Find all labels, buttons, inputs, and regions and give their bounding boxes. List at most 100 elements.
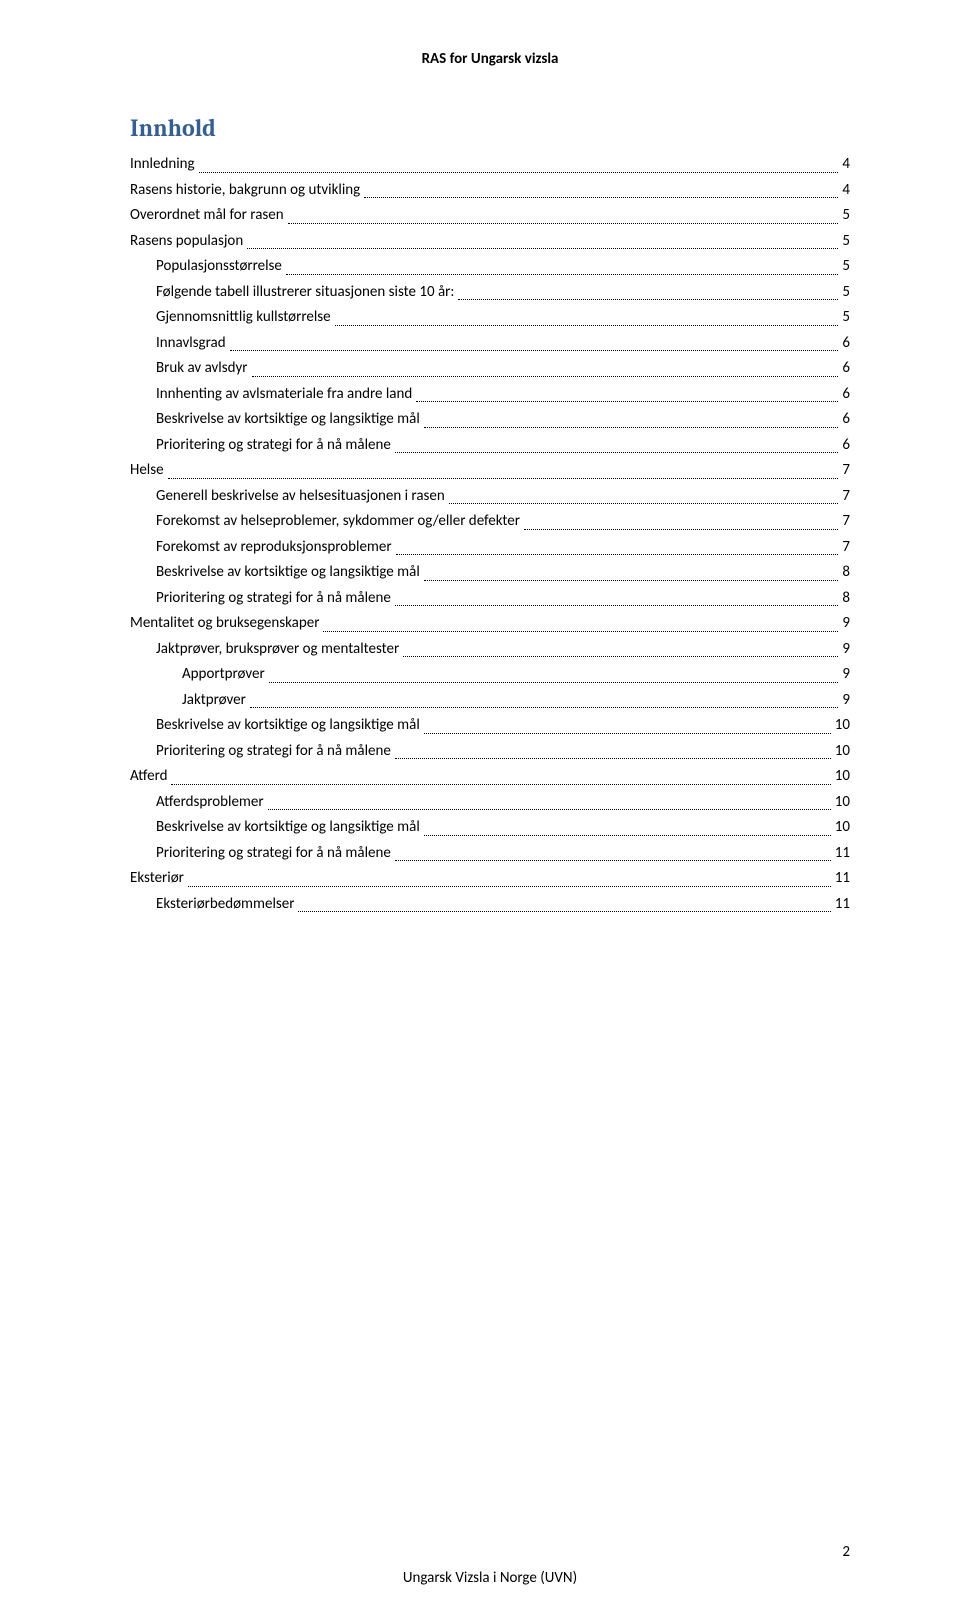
toc-entry[interactable]: Atferd 10: [130, 764, 850, 790]
toc-entry[interactable]: Jaktprøver 9: [182, 688, 850, 714]
toc-entry[interactable]: Prioritering og strategi for å nå målene…: [156, 433, 850, 459]
toc-entry[interactable]: Overordnet mål for rasen5: [130, 203, 850, 229]
toc-entry-label: Beskrivelse av kortsiktige og langsiktig…: [156, 560, 420, 586]
toc-entry[interactable]: Eksteriør11: [130, 866, 850, 892]
toc-entry[interactable]: Rasens historie, bakgrunn og utvikling 4: [130, 178, 850, 204]
toc-entry[interactable]: Forekomst av reproduksjonsproblemer7: [156, 535, 850, 561]
toc-entry[interactable]: Rasens populasjon 5: [130, 229, 850, 255]
toc-entry-page: 4: [842, 152, 850, 178]
page: RAS for Ungarsk vizsla Innhold Innlednin…: [0, 0, 960, 1623]
running-header: RAS for Ungarsk vizsla: [130, 50, 850, 68]
toc-leader: [395, 594, 839, 606]
toc-entry[interactable]: Innhenting av avlsmateriale fra andre la…: [156, 382, 850, 408]
toc-entry[interactable]: Bruk av avlsdyr6: [156, 356, 850, 382]
toc-entry-page: 11: [835, 892, 850, 918]
toc-entry-label: Populasjonsstørrelse: [156, 254, 282, 280]
toc-entry-label: Generell beskrivelse av helsesituasjonen…: [156, 484, 445, 510]
toc-leader: [424, 824, 831, 836]
toc-entry[interactable]: Beskrivelse av kortsiktige og langsiktig…: [156, 407, 850, 433]
toc-entry-label: Følgende tabell illustrerer situasjonen …: [156, 280, 454, 306]
toc-entry[interactable]: Jaktprøver, bruksprøver og mentaltester 9: [156, 637, 850, 663]
toc-entry[interactable]: Atferdsproblemer10: [156, 790, 850, 816]
toc-entry[interactable]: Forekomst av helseproblemer, sykdommer o…: [156, 509, 850, 535]
toc-entry[interactable]: Gjennomsnittlig kullstørrelse 5: [156, 305, 850, 331]
toc-entry-label: Eksteriør: [130, 866, 184, 892]
toc-leader: [250, 696, 839, 708]
toc-leader: [424, 569, 839, 581]
toc-entry[interactable]: Helse 7: [130, 458, 850, 484]
toc-leader: [403, 645, 838, 657]
toc-entry-label: Beskrivelse av kortsiktige og langsiktig…: [156, 407, 420, 433]
toc-entry-label: Gjennomsnittlig kullstørrelse: [156, 305, 331, 331]
toc-entry-page: 6: [842, 331, 850, 357]
toc-entry-page: 11: [835, 841, 850, 867]
toc-entry-label: Beskrivelse av kortsiktige og langsiktig…: [156, 713, 420, 739]
toc-entry-label: Apportprøver: [182, 662, 265, 688]
toc-entry-label: Eksteriørbedømmelser: [156, 892, 294, 918]
toc-title: Innhold: [130, 114, 850, 142]
toc-entry-page: 5: [842, 280, 850, 306]
toc-entry-label: Prioritering og strategi for å nå målene: [156, 841, 391, 867]
toc-entry-label: Atferd: [130, 764, 167, 790]
toc-entry[interactable]: Prioritering og strategi for å nå målene…: [156, 586, 850, 612]
toc-leader: [458, 288, 838, 300]
toc-entry-label: Overordnet mål for rasen: [130, 203, 284, 229]
toc-entry-label: Helse: [130, 458, 164, 484]
toc-entry-page: 8: [842, 560, 850, 586]
toc-leader: [268, 798, 831, 810]
toc-entry-page: 7: [842, 458, 850, 484]
toc-entry-page: 9: [842, 611, 850, 637]
toc-leader: [230, 339, 839, 351]
toc-leader: [424, 416, 839, 428]
toc-entry-page: 5: [842, 254, 850, 280]
toc-entry[interactable]: Følgende tabell illustrerer situasjonen …: [156, 280, 850, 306]
footer-text: Ungarsk Vizsla i Norge (UVN): [130, 1569, 850, 1587]
toc-leader: [252, 365, 839, 377]
toc-leader: [288, 212, 839, 224]
toc-entry[interactable]: Generell beskrivelse av helsesituasjonen…: [156, 484, 850, 510]
toc-entry-page: 10: [835, 815, 850, 841]
toc-leader: [286, 263, 839, 275]
toc-entry[interactable]: Beskrivelse av kortsiktige og langsiktig…: [156, 815, 850, 841]
toc-entry-page: 9: [842, 662, 850, 688]
toc-entry[interactable]: Apportprøver 9: [182, 662, 850, 688]
toc-entry[interactable]: Beskrivelse av kortsiktige og langsiktig…: [156, 560, 850, 586]
toc-entry-page: 9: [842, 688, 850, 714]
toc-entry-label: Innledning: [130, 152, 195, 178]
toc-leader: [395, 747, 831, 759]
toc-leader: [298, 900, 830, 912]
toc-entry-label: Rasens historie, bakgrunn og utvikling: [130, 178, 360, 204]
toc-leader: [364, 186, 838, 198]
toc-leader: [416, 390, 838, 402]
toc-entry-page: 7: [842, 484, 850, 510]
toc-entry[interactable]: Beskrivelse av kortsiktige og langsiktig…: [156, 713, 850, 739]
toc-entry-page: 5: [842, 229, 850, 255]
toc-leader: [335, 314, 839, 326]
toc-leader: [269, 671, 839, 683]
toc-entry-label: Jaktprøver, bruksprøver og mentaltester: [156, 637, 399, 663]
toc-entry[interactable]: Prioritering og strategi for å nå målene…: [156, 739, 850, 765]
toc-leader: [168, 467, 839, 479]
toc-entry-page: 6: [842, 407, 850, 433]
toc-entry[interactable]: Mentalitet og bruksegenskaper9: [130, 611, 850, 637]
toc-entry-page: 10: [835, 764, 850, 790]
toc-entry-label: Rasens populasjon: [130, 229, 243, 255]
toc-entry-label: Prioritering og strategi for å nå målene: [156, 586, 391, 612]
toc-leader: [424, 722, 831, 734]
toc-entry-label: Forekomst av helseproblemer, sykdommer o…: [156, 509, 520, 535]
toc-entry[interactable]: Populasjonsstørrelse 5: [156, 254, 850, 280]
toc-entry-page: 9: [842, 637, 850, 663]
toc-entry-page: 10: [835, 739, 850, 765]
toc-leader: [396, 543, 839, 555]
toc-leader: [524, 518, 838, 530]
toc-entry-page: 6: [842, 433, 850, 459]
toc-leader: [188, 875, 831, 887]
toc-entry-page: 10: [835, 713, 850, 739]
toc-entry[interactable]: Innavlsgrad6: [156, 331, 850, 357]
toc-entry-page: 4: [842, 178, 850, 204]
toc-entry[interactable]: Innledning 4: [130, 152, 850, 178]
toc-entry[interactable]: Prioritering og strategi for å nå målene…: [156, 841, 850, 867]
toc-entry-page: 5: [842, 305, 850, 331]
toc-entry[interactable]: Eksteriørbedømmelser 11: [156, 892, 850, 918]
toc-entry-label: Jaktprøver: [182, 688, 246, 714]
